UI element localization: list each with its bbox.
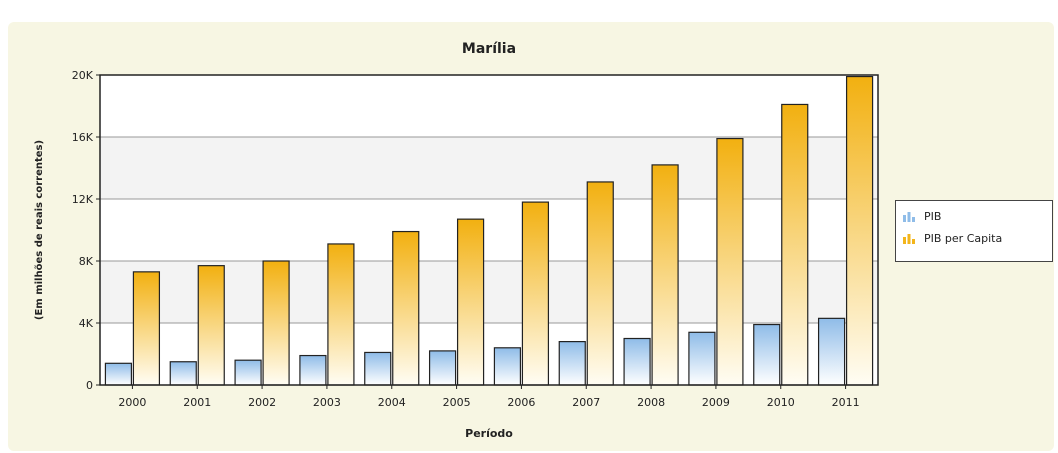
bar-pib-per-capita[interactable] [262,260,290,386]
bar-pib[interactable] [234,359,262,386]
bar-pib[interactable] [753,323,781,386]
plot-frame [99,74,879,386]
y-tick-label: 4K [79,317,94,330]
bar-pib[interactable] [817,317,846,386]
bar-pib-per-capita[interactable] [392,230,420,386]
x-tick-label: 2004 [378,396,406,409]
x-tick-label: 2002 [248,396,276,409]
y-tick-label: 8K [79,255,94,268]
bar-pib[interactable] [558,341,586,386]
grid-band [100,261,878,323]
x-tick-label: 2009 [702,396,730,409]
bar-pib-per-capita[interactable] [327,243,355,386]
legend-label-pib-per-capita: PIB per Capita [924,231,1003,245]
bar-pib-per-capita[interactable] [716,137,744,386]
x-tick-label: 2005 [443,396,471,409]
bar-pib[interactable] [364,351,392,386]
bars [104,75,874,386]
x-tick-label: 2006 [507,396,535,409]
x-tick-label: 2007 [572,396,600,409]
x-tick-label: 2010 [767,396,795,409]
x-axis-label: Período [465,427,513,440]
bar-pib[interactable] [688,331,716,386]
y-axis-label: (Em milhões de reais correntes) [34,140,45,320]
bar-pib-per-capita[interactable] [521,201,550,386]
plot-area [100,75,878,385]
bar-pib[interactable] [104,362,133,386]
gridlines [100,136,878,324]
bar-pib[interactable] [169,361,197,386]
bar-chart-icon [903,212,915,222]
x-axis-ticks: 2000 2001 2002 2003 2004 2005 2006 2007 2008 2009… [118,385,860,409]
chart-title: Marília [462,41,516,57]
y-tick-label: 12K [72,193,94,206]
x-tick-label: 2011 [832,396,860,409]
bar-pib[interactable] [428,350,457,386]
bar-pib[interactable] [493,347,522,386]
grid-band [100,137,878,199]
bar-pib-per-capita[interactable] [586,181,614,386]
legend: PIB PIB per Capita [895,200,1053,262]
legend-label-pib: PIB [924,209,942,223]
bar-pib-per-capita[interactable] [781,103,809,386]
x-tick-label: 2000 [118,396,146,409]
bar-pib-per-capita[interactable] [651,164,679,386]
x-tick-label: 2001 [183,396,211,409]
y-tick-label: 16K [72,131,94,144]
x-tick-label: 2008 [637,396,665,409]
bar-pib-per-capita[interactable] [132,271,161,386]
bar-pib-per-capita[interactable] [197,265,225,386]
bar-pib-per-capita[interactable] [456,218,485,386]
x-tick-label: 2003 [313,396,341,409]
bar-chart-icon [903,234,915,244]
y-tick-label: 0 [86,379,93,392]
y-axis-ticks: 0 4K 8K 12K 16K 20K [72,69,100,392]
bar-pib[interactable] [623,337,651,386]
bar-pib-per-capita[interactable] [845,75,874,386]
legend-item-pib-per-capita[interactable]: PIB per Capita [902,227,1046,249]
grid-bands [100,137,878,323]
bar-pib[interactable] [299,354,327,386]
legend-item-pib[interactable]: PIB [902,205,1046,227]
y-tick-label: 20K [72,69,94,82]
